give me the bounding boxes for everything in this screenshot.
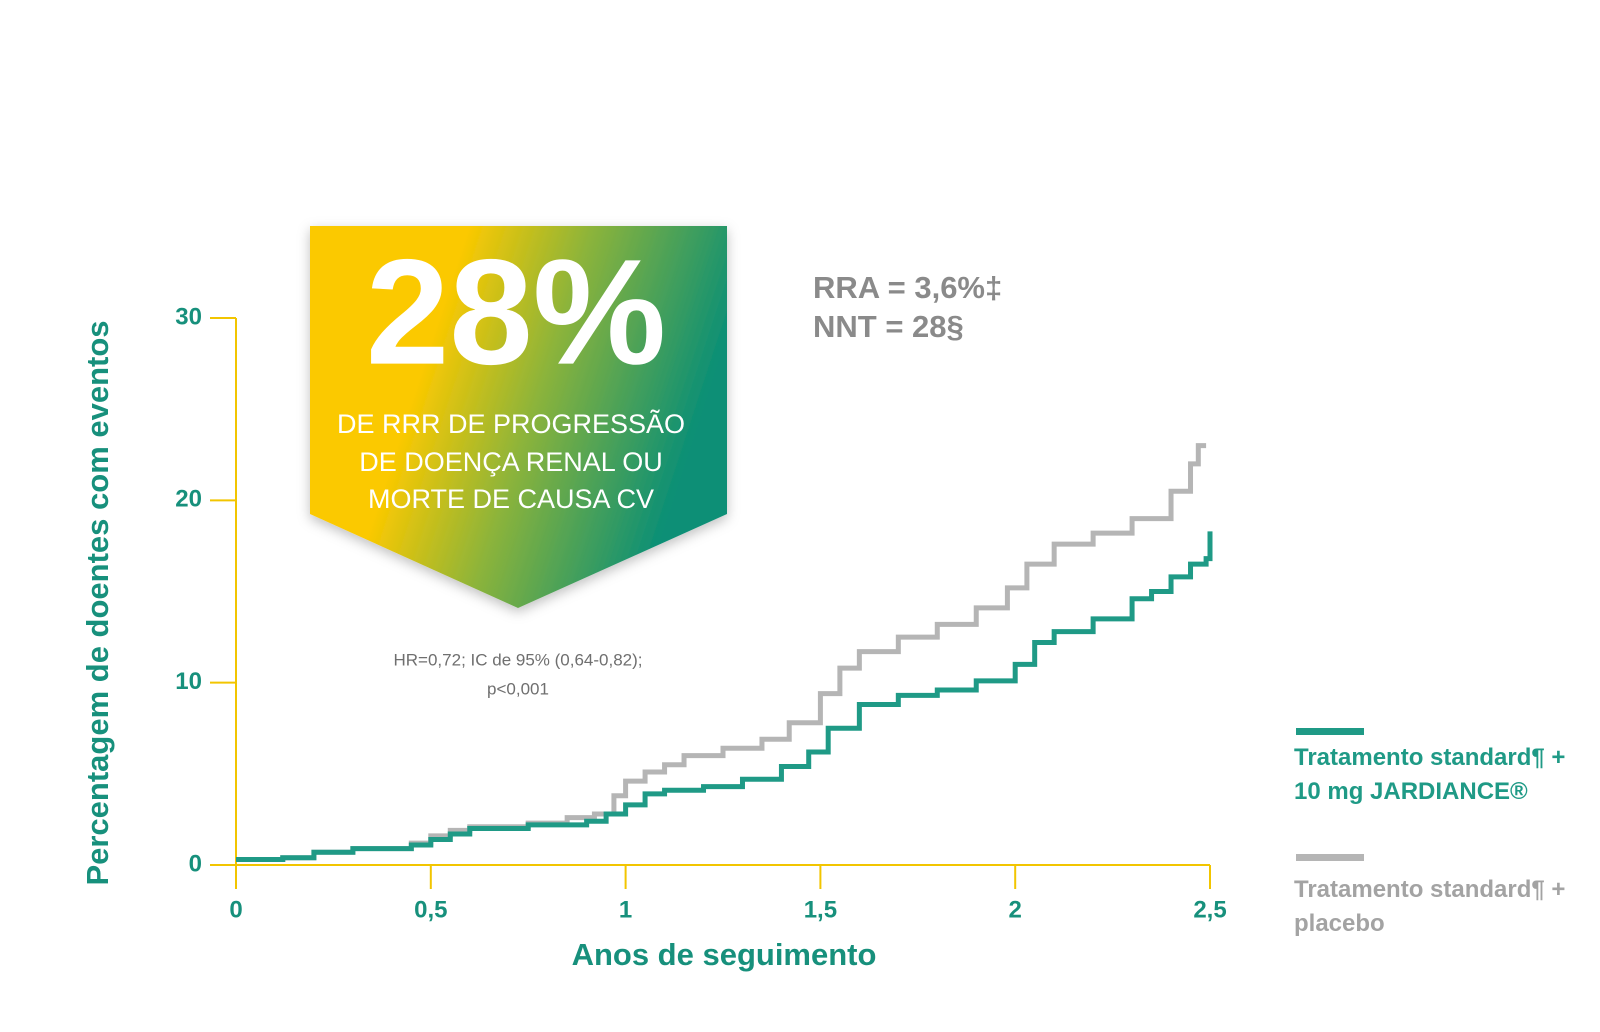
annotation: RRA = 3,6%‡ — [813, 270, 1002, 305]
x-tick-label: 1,5 — [804, 896, 837, 923]
legend-entry: Tratamento standard¶ + 10 mg JARDIANCE® — [1294, 744, 1566, 805]
banner-text: MORTE DE CAUSA CV — [368, 484, 654, 514]
series-line — [236, 531, 1213, 863]
x-tick-label: 2 — [1009, 896, 1022, 923]
legend-swatch — [1296, 728, 1364, 735]
x-tick-label: 0,5 — [414, 896, 447, 923]
x-tick-label: 0 — [229, 896, 242, 923]
x-axis-label: Anos de seguimento — [572, 937, 877, 972]
footnote: p<0,001 — [487, 679, 549, 698]
y-tick-label: 20 — [175, 486, 202, 513]
annotation: NNT = 28§ — [813, 309, 964, 344]
footnote: HR=0,72; IC de 95% (0,64-0,82); — [394, 650, 643, 669]
banner — [310, 226, 727, 608]
y-tick-label: 30 — [175, 303, 202, 330]
y-axis-label: Percentagem de doentes com eventos — [80, 320, 115, 885]
banner-text: DE RRR DE PROGRESSÃO — [337, 408, 685, 439]
banner-value: 28% — [366, 228, 666, 396]
banner-text: DE DOENÇA RENAL OU — [359, 447, 663, 477]
legend-entry: Tratamento standard¶ + placebo — [1294, 876, 1566, 937]
x-tick-label: 1 — [619, 896, 632, 923]
legend-swatch — [1296, 854, 1364, 861]
series-line — [236, 443, 1207, 863]
y-tick-label: 0 — [189, 850, 202, 877]
x-tick-label: 2,5 — [1193, 896, 1226, 923]
y-tick-label: 10 — [175, 668, 202, 695]
